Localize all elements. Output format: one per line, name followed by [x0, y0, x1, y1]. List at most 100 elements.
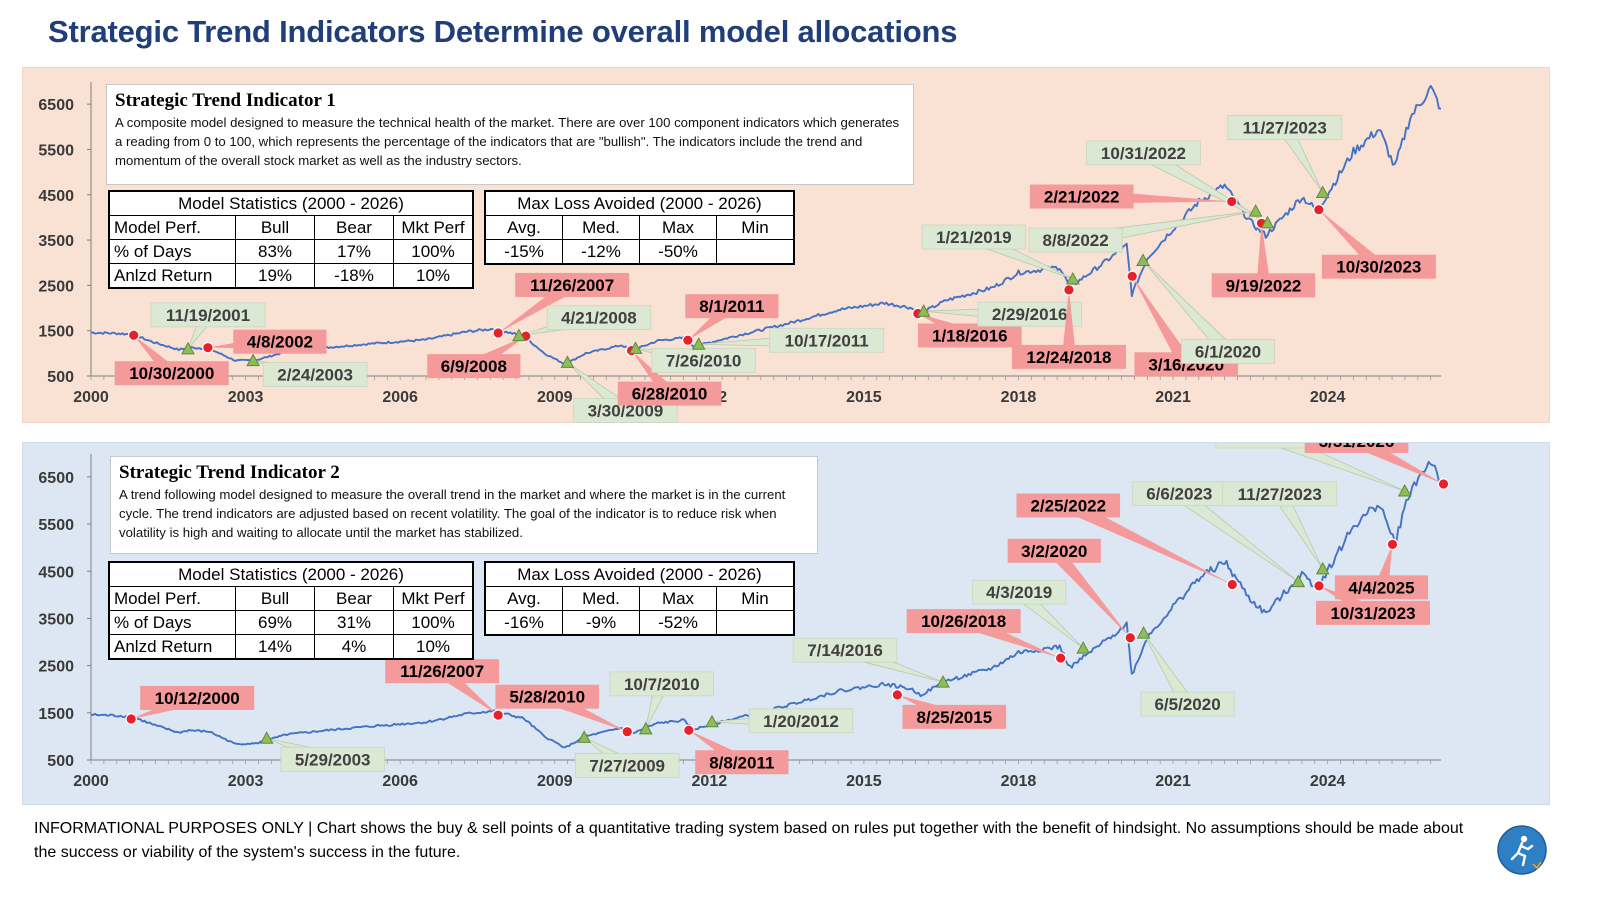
x-tick-label: 2018: [1001, 773, 1037, 790]
signal-label-box: [495, 684, 600, 709]
table-cell: 69%: [235, 610, 315, 635]
sell-signal-label: 2/21/2022: [1044, 188, 1120, 207]
signal-label-box: [695, 750, 789, 775]
column-header: Bull: [235, 586, 315, 611]
buy-signal-marker: [259, 731, 274, 744]
buy-signal-label: 7/26/2010: [666, 351, 742, 370]
indicator-1-info-box: Strategic Trend Indicator 1 A composite …: [106, 84, 914, 185]
x-tick-label: 2018: [1001, 389, 1037, 406]
x-tick-label: 2012: [692, 773, 728, 790]
signal-label-box: [918, 323, 1022, 348]
sell-signal-marker: [492, 709, 504, 721]
x-tick-label: 2021: [1155, 389, 1191, 406]
sell-signal-marker: [1313, 580, 1325, 592]
column-header: Min: [716, 215, 795, 240]
y-tick-label: 3500: [38, 233, 74, 250]
buy-signal-marker: [1065, 271, 1080, 285]
sell-signal-label: 5/28/2010: [509, 688, 585, 707]
x-tick-label: 2015: [846, 389, 882, 406]
max-loss-title: Max Loss Avoided (2000 - 2026): [484, 190, 795, 216]
sell-signal-label: 10/26/2018: [921, 612, 1006, 631]
signal-label-box: [150, 302, 266, 328]
signal-label-box: [769, 327, 885, 353]
sell-signal-label: 8/25/2015: [917, 708, 993, 727]
x-tick-label: 2009: [537, 773, 573, 790]
sell-signal-label: 8/1/2011: [699, 297, 764, 316]
max-loss-title: Max Loss Avoided (2000 - 2026): [484, 561, 795, 587]
buy-signal-label: 10/17/2011: [785, 331, 869, 350]
signal-label-box: [906, 609, 1021, 634]
column-header: Mkt Perf: [393, 586, 474, 611]
row-label: Anlzd Return: [108, 263, 236, 289]
buy-signal-label: 6/5/2020: [1154, 695, 1220, 714]
sell-signal-marker: [683, 724, 695, 737]
signal-callout-pointer: [1353, 443, 1444, 484]
column-header: Model Perf.: [108, 586, 236, 611]
table-cell: -18%: [314, 263, 394, 289]
sell-signal-label: 11/26/2007: [400, 662, 484, 681]
sell-signal-marker: [127, 329, 140, 342]
sell-signal-label: 10/30/2023: [1336, 258, 1421, 277]
signal-label-box: [1304, 443, 1409, 453]
disclaimer-note: INFORMATIONAL PURPOSES ONLY | Chart show…: [34, 820, 1464, 861]
buy-signal-label: 1/21/2019: [936, 228, 1012, 247]
x-tick-label: 2024: [1310, 389, 1346, 406]
sell-signal-marker: [1226, 578, 1239, 591]
signal-label-box: [1222, 481, 1338, 507]
buy-signal-marker: [577, 730, 592, 743]
buy-signal-marker: [512, 328, 526, 342]
sell-signal-label: 3/31/2026: [1319, 443, 1395, 451]
sell-signal-label: 2/25/2022: [1030, 496, 1106, 515]
table-cell: -9%: [562, 610, 640, 636]
table-cell: 4%: [314, 634, 394, 660]
sell-signal-marker: [1126, 270, 1139, 283]
signal-callout-pointer: [1132, 276, 1193, 368]
y-tick-label: 4500: [38, 188, 74, 205]
sell-signal-marker: [682, 334, 694, 347]
sell-signal-label: 1/18/2016: [932, 326, 1008, 345]
table-cell: -12%: [562, 239, 640, 265]
sell-signal-marker: [1124, 631, 1137, 644]
buy-signal-label: 4/21/2008: [561, 309, 637, 328]
row-label: Anlzd Return: [108, 634, 236, 660]
indicator-2-description: A trend following model designed to meas…: [119, 487, 786, 540]
signal-label-box: [233, 329, 327, 354]
buy-signal-marker: [246, 353, 260, 367]
buy-signal-label: 2/29/2016: [992, 305, 1068, 324]
column-header: Avg.: [484, 586, 563, 611]
buy-signal-label: 1/20/2012: [763, 712, 839, 731]
x-tick-label: 2009: [537, 389, 573, 406]
sell-signal-marker: [492, 327, 504, 339]
indicator-1-model-stats-table: Model Statistics (2000 - 2026) Model Per…: [108, 190, 474, 289]
buy-signal-marker: [181, 341, 195, 355]
signal-label-box: [651, 347, 756, 373]
y-tick-label: 500: [47, 369, 74, 386]
signal-label-box: [902, 704, 1007, 729]
table-cell: 19%: [235, 263, 315, 289]
signal-label-box: [385, 659, 500, 684]
buy-signal-label: 6/6/2023: [1146, 485, 1212, 504]
signal-labels: 10/12/2000 5/29/2003 11/26/2007 7/27/2009 5/…: [131, 443, 1444, 778]
buy-signal-label: 7/14/2016: [807, 641, 883, 660]
y-tick-label: 4500: [38, 564, 74, 581]
signal-callout-pointer: [1048, 546, 1131, 638]
y-tick-label: 6500: [38, 470, 74, 487]
y-tick-label: 2500: [38, 659, 74, 676]
table-cell: [716, 239, 795, 265]
buy-signal-marker: [1076, 641, 1091, 654]
sell-signal-marker: [1054, 652, 1067, 664]
sell-signal-marker: [1386, 538, 1399, 551]
indicator-1-panel: 500 1500 2500 3500 4500 5500 6500 2000 2003 2006 2…: [22, 67, 1550, 423]
indicator-2-panel: 500 1500 2500 3500 4500 5500 6500 2000 2003 2006 2…: [22, 442, 1550, 805]
buy-signal-marker: [916, 304, 931, 317]
column-header: Med.: [562, 586, 640, 611]
signal-label-box: [1016, 493, 1121, 518]
signal-label-box: [1132, 481, 1227, 507]
buy-signal-label: 5/29/2003: [295, 750, 371, 769]
buy-signal-marker: [1397, 483, 1412, 497]
indicator-2-max-loss-table: Max Loss Avoided (2000 - 2026) Avg. Med.…: [484, 561, 795, 636]
sell-signal-marker: [1225, 195, 1238, 208]
y-tick-label: 5500: [38, 517, 74, 534]
sell-signal-marker: [125, 713, 137, 725]
indicator-2-chart: 500 1500 2500 3500 4500 5500 6500 2000 2003 2006 2…: [38, 443, 1450, 790]
